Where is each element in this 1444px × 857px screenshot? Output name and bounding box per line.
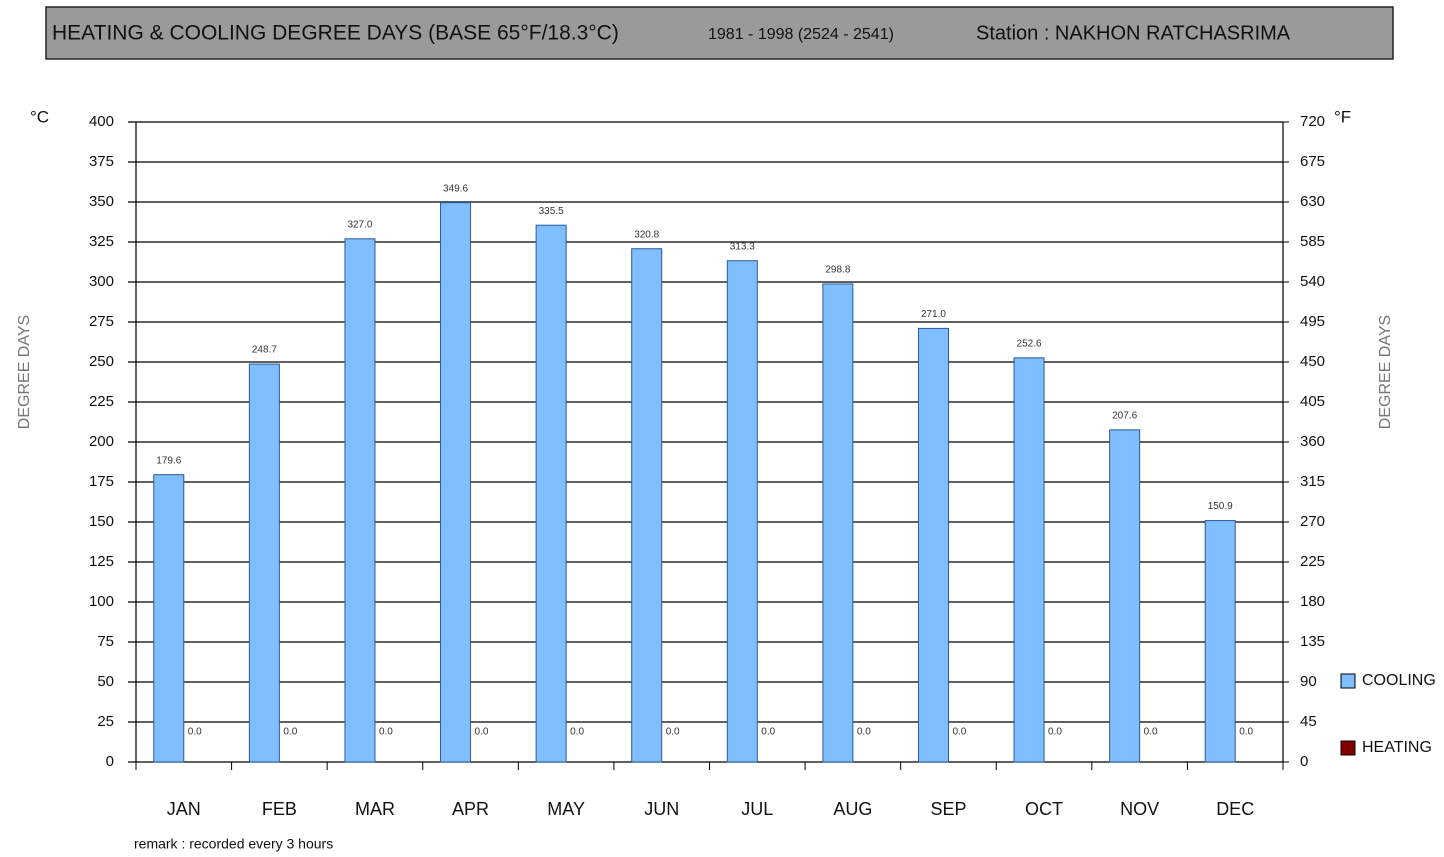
value-label: 349.6 [443,183,468,194]
x-tick-label: JUN [644,799,679,819]
x-tick-label: MAR [355,799,395,819]
bar [249,364,279,762]
y-tick-label: 225 [89,393,114,410]
legend-swatch [1341,674,1355,688]
y2-tick-label: 315 [1300,473,1325,490]
y-tick-label: 275 [89,313,114,330]
value-label: 0.0 [761,727,775,738]
value-label: 0.0 [570,727,584,738]
value-label: 252.6 [1017,338,1042,349]
value-label: 0.0 [857,727,871,738]
y2-tick-label: 270 [1300,513,1325,530]
y2-tick-label: 135 [1300,633,1325,650]
y-axis-title: DEGREE DAYS [16,315,33,429]
value-label: 0.0 [379,727,393,738]
x-tick-label: SEP [930,799,966,819]
station: Station : NAKHON RATCHASRIMA [976,22,1291,44]
x-tick-label: OCT [1025,799,1063,819]
value-label: 271.0 [921,309,946,320]
y-tick-label: 50 [97,673,114,690]
bar [823,284,853,762]
value-label: 320.8 [634,229,659,240]
value-label: 0.0 [1144,727,1158,738]
legend-swatch [1341,741,1355,755]
value-label: 0.0 [1239,727,1253,738]
x-tick-label: NOV [1120,799,1159,819]
y-tick-label: 75 [97,633,114,650]
chart-title: HEATING & COOLING DEGREE DAYS (BASE 65°F… [52,22,619,45]
y2-tick-label: 360 [1300,433,1325,450]
chart: HEATING & COOLING DEGREE DAYS (BASE 65°F… [0,0,1444,857]
legend-label: COOLING [1362,672,1436,689]
value-label: 327.0 [347,219,372,230]
y2-tick-label: 675 [1300,153,1325,170]
x-tick-label: MAY [547,799,585,819]
y2-tick-label: 0 [1300,753,1308,770]
y-tick-label: 350 [89,193,114,210]
value-label: 179.6 [156,455,181,466]
y2-tick-label: 225 [1300,553,1325,570]
y-tick-label: 125 [89,553,114,570]
y2-unit: °F [1334,107,1351,126]
y-tick-label: 175 [89,473,114,490]
value-label: 335.5 [539,206,564,217]
x-tick-label: JUL [741,799,773,819]
y2-tick-label: 495 [1300,313,1325,330]
bar [1014,358,1044,762]
y2-tick-label: 450 [1300,353,1325,370]
value-label: 0.0 [666,727,680,738]
y2-tick-label: 180 [1300,593,1325,610]
y-tick-label: 100 [89,593,114,610]
y-tick-label: 375 [89,153,114,170]
value-label: 0.0 [475,727,489,738]
x-tick-label: APR [452,799,489,819]
bar [632,249,662,762]
value-label: 298.8 [825,265,850,276]
x-tick-label: FEB [262,799,297,819]
x-tick-label: JAN [167,799,201,819]
value-label: 0.0 [188,727,202,738]
y2-tick-label: 720 [1300,113,1325,130]
value-label: 313.3 [730,241,755,252]
y2-axis-title: DEGREE DAYS [1377,315,1394,429]
value-label: 248.7 [252,345,277,356]
y-tick-label: 300 [89,273,114,290]
y-tick-label: 200 [89,433,114,450]
value-label: 0.0 [952,727,966,738]
y-tick-label: 325 [89,233,114,250]
bar [345,239,375,762]
bar [536,225,566,762]
y-tick-label: 250 [89,353,114,370]
value-label: 0.0 [283,727,297,738]
remark: remark : recorded every 3 hours [134,836,333,852]
value-label: 207.6 [1112,410,1137,421]
x-tick-label: AUG [833,799,872,819]
y-tick-label: 0 [106,753,114,770]
y2-tick-label: 90 [1300,673,1317,690]
bar [441,203,471,762]
y2-tick-label: 45 [1300,713,1317,730]
y-tick-label: 150 [89,513,114,530]
y2-tick-label: 585 [1300,233,1325,250]
y-tick-label: 400 [89,113,114,130]
bar [918,328,948,762]
bar [1110,430,1140,762]
value-label: 150.9 [1208,501,1233,512]
y2-tick-label: 630 [1300,193,1325,210]
value-label: 0.0 [1048,727,1062,738]
legend-label: HEATING [1362,739,1432,756]
x-tick-label: DEC [1216,799,1254,819]
bar [154,475,184,762]
chart-subtitle: 1981 - 1998 (2524 - 2541) [708,26,894,43]
y2-tick-label: 405 [1300,393,1325,410]
y-unit: °C [30,107,49,126]
y2-tick-label: 540 [1300,273,1325,290]
y-tick-label: 25 [97,713,114,730]
bar [727,261,757,762]
bar [1205,521,1235,762]
